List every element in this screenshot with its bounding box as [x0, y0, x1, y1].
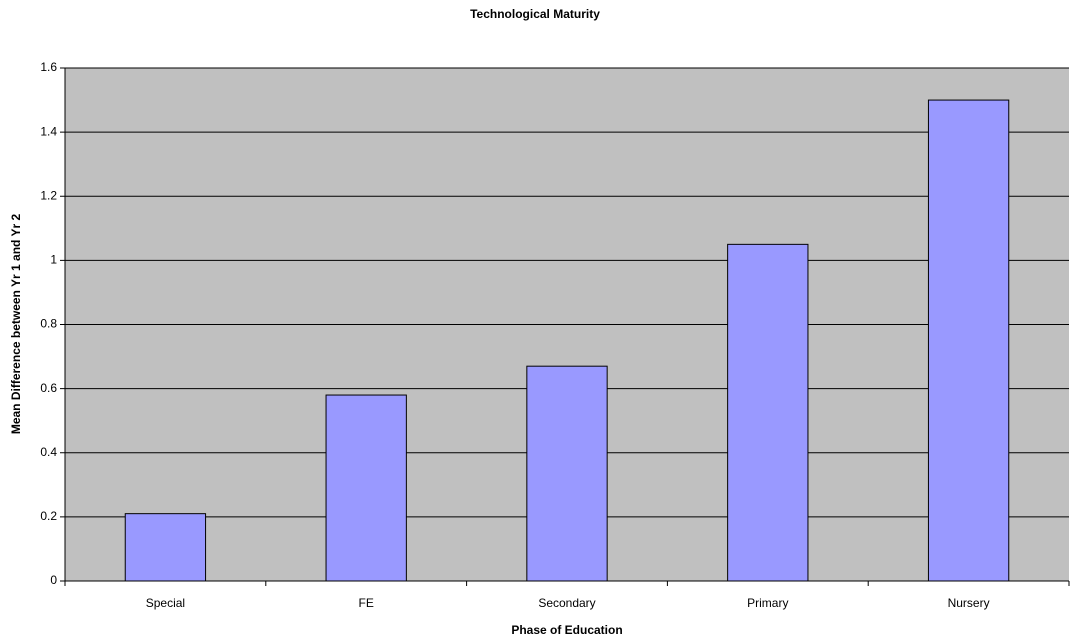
y-tick-label: 0.2 — [40, 509, 57, 523]
x-tick-label: Secondary — [538, 596, 595, 610]
bar — [727, 243, 809, 582]
y-tick-label: 1.2 — [40, 188, 57, 202]
bar — [526, 365, 608, 582]
y-tick-label: 0 — [50, 573, 57, 587]
y-axis-label: Mean Difference between Yr 1 and Yr 2 — [9, 214, 23, 435]
x-tick-label: FE — [359, 596, 374, 610]
bar — [927, 99, 1010, 582]
y-tick-label: 1 — [50, 253, 57, 267]
y-tick-label: 1.6 — [40, 60, 57, 74]
y-tick-label: 1.4 — [40, 124, 57, 138]
x-tick-label: Special — [146, 596, 185, 610]
bar — [325, 394, 407, 582]
y-tick-label: 0.4 — [40, 445, 57, 459]
x-tick-label: Primary — [747, 596, 788, 610]
x-axis-label: Phase of Education — [511, 623, 622, 637]
x-tick-label: Nursery — [948, 596, 990, 610]
chart-title: Technological Maturity — [470, 7, 600, 21]
y-tick-label: 0.8 — [40, 317, 57, 331]
bar — [124, 513, 207, 582]
y-tick-label: 0.6 — [40, 381, 57, 395]
